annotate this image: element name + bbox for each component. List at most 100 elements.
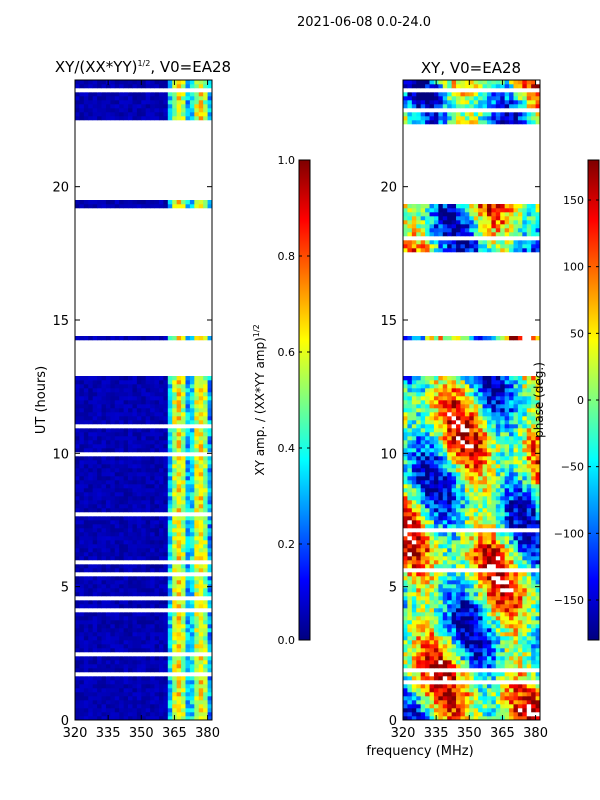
heatmap-cell <box>167 396 173 401</box>
heatmap-cell <box>158 544 164 549</box>
heatmap-cell <box>163 564 169 569</box>
heatmap-cell <box>123 556 129 561</box>
heatmap-cell <box>469 600 475 605</box>
heatmap-cell <box>420 500 426 505</box>
heatmap-cell <box>189 88 195 93</box>
heatmap-cell <box>128 488 133 493</box>
heatmap-cell <box>495 484 501 489</box>
heatmap-cell <box>163 440 169 445</box>
heatmap-cell <box>517 548 523 553</box>
heatmap-cell <box>456 608 461 613</box>
heatmap-cell <box>158 648 164 653</box>
heatmap-cell <box>119 100 125 105</box>
heatmap-cell <box>141 472 147 477</box>
heatmap-cell <box>150 396 155 401</box>
heatmap-cell <box>433 588 439 593</box>
heatmap-cell <box>172 516 178 521</box>
heatmap-cell <box>420 676 426 681</box>
heatmap-cell <box>92 532 98 537</box>
heatmap-cell <box>136 104 142 109</box>
heatmap-cell <box>500 672 506 677</box>
amplitude-y-axis-label: UT (hours) <box>34 366 49 434</box>
heatmap-cell <box>88 88 94 93</box>
heatmap-cell <box>403 608 408 613</box>
heatmap-cell <box>416 536 422 541</box>
heatmap-cell <box>495 644 501 649</box>
heatmap-cell <box>123 88 129 93</box>
heatmap-cell <box>176 512 182 517</box>
heatmap-cell <box>531 560 536 565</box>
heatmap-cell <box>504 516 510 521</box>
heatmap-cell <box>163 568 169 573</box>
heatmap-cell <box>207 436 212 441</box>
heatmap-cell <box>128 100 133 105</box>
heatmap-cell <box>403 716 408 720</box>
heatmap-cell <box>531 700 536 705</box>
heatmap-cell <box>447 488 453 493</box>
heatmap-cell <box>150 628 155 633</box>
heatmap-cell <box>163 476 169 481</box>
heatmap-cell <box>163 616 169 621</box>
heatmap-cell <box>163 592 169 597</box>
heatmap-cell <box>207 660 212 665</box>
heatmap-cell <box>88 96 94 101</box>
heatmap-cell <box>167 108 173 113</box>
heatmap-cell <box>88 708 94 713</box>
heatmap-cell <box>92 696 98 701</box>
heatmap-cell <box>105 604 111 609</box>
heatmap-cell <box>198 424 204 429</box>
heatmap-cell <box>97 556 102 561</box>
heatmap-cell <box>141 380 147 385</box>
heatmap-cell <box>473 540 479 545</box>
heatmap-cell <box>167 664 173 669</box>
heatmap-cell <box>119 496 125 501</box>
heatmap-cell <box>517 712 523 717</box>
heatmap-cell <box>83 564 89 569</box>
heatmap-cell <box>464 552 470 557</box>
heatmap-cell <box>500 580 506 585</box>
heatmap-cell <box>105 528 111 533</box>
heatmap-cell <box>500 640 506 645</box>
heatmap-cell <box>101 580 107 585</box>
heatmap-cell <box>154 612 160 617</box>
heatmap-cell <box>464 532 470 537</box>
heatmap-cell <box>185 88 191 93</box>
heatmap-cell <box>75 612 80 617</box>
heatmap-cell <box>473 564 479 569</box>
heatmap-cell <box>509 560 514 565</box>
heatmap-cell <box>526 492 532 497</box>
heatmap-cell <box>420 572 426 577</box>
heatmap-cell <box>464 484 470 489</box>
heatmap-cell <box>207 576 212 581</box>
heatmap-cell <box>411 664 417 669</box>
heatmap-cell <box>154 428 160 433</box>
heatmap-cell <box>101 484 107 489</box>
heatmap-cell <box>110 500 116 505</box>
heatmap-cell <box>172 404 178 409</box>
heatmap-cell <box>101 588 107 593</box>
heatmap-cell <box>110 496 116 501</box>
heatmap-cell <box>486 532 492 537</box>
heatmap-cell <box>141 396 147 401</box>
heatmap-cell <box>88 424 94 429</box>
heatmap-cell <box>83 644 89 649</box>
heatmap-cell <box>433 496 439 501</box>
heatmap-cell <box>535 584 540 589</box>
heatmap-cell <box>207 596 212 601</box>
heatmap-cell <box>154 448 160 453</box>
heatmap-cell <box>172 428 178 433</box>
heatmap-cell <box>416 656 422 661</box>
heatmap-cell <box>88 456 94 461</box>
heatmap-cell <box>185 464 191 469</box>
heatmap-cell <box>442 592 448 597</box>
heatmap-cell <box>194 588 200 593</box>
heatmap-cell <box>83 404 89 409</box>
heatmap-cell <box>198 648 204 653</box>
heatmap-cell <box>150 684 155 689</box>
heatmap-cell <box>167 452 173 457</box>
heatmap-cell <box>158 404 164 409</box>
heatmap-cell <box>420 492 426 497</box>
heatmap-cell <box>411 512 417 517</box>
heatmap-cell <box>469 620 475 625</box>
heatmap-cell <box>486 628 492 633</box>
